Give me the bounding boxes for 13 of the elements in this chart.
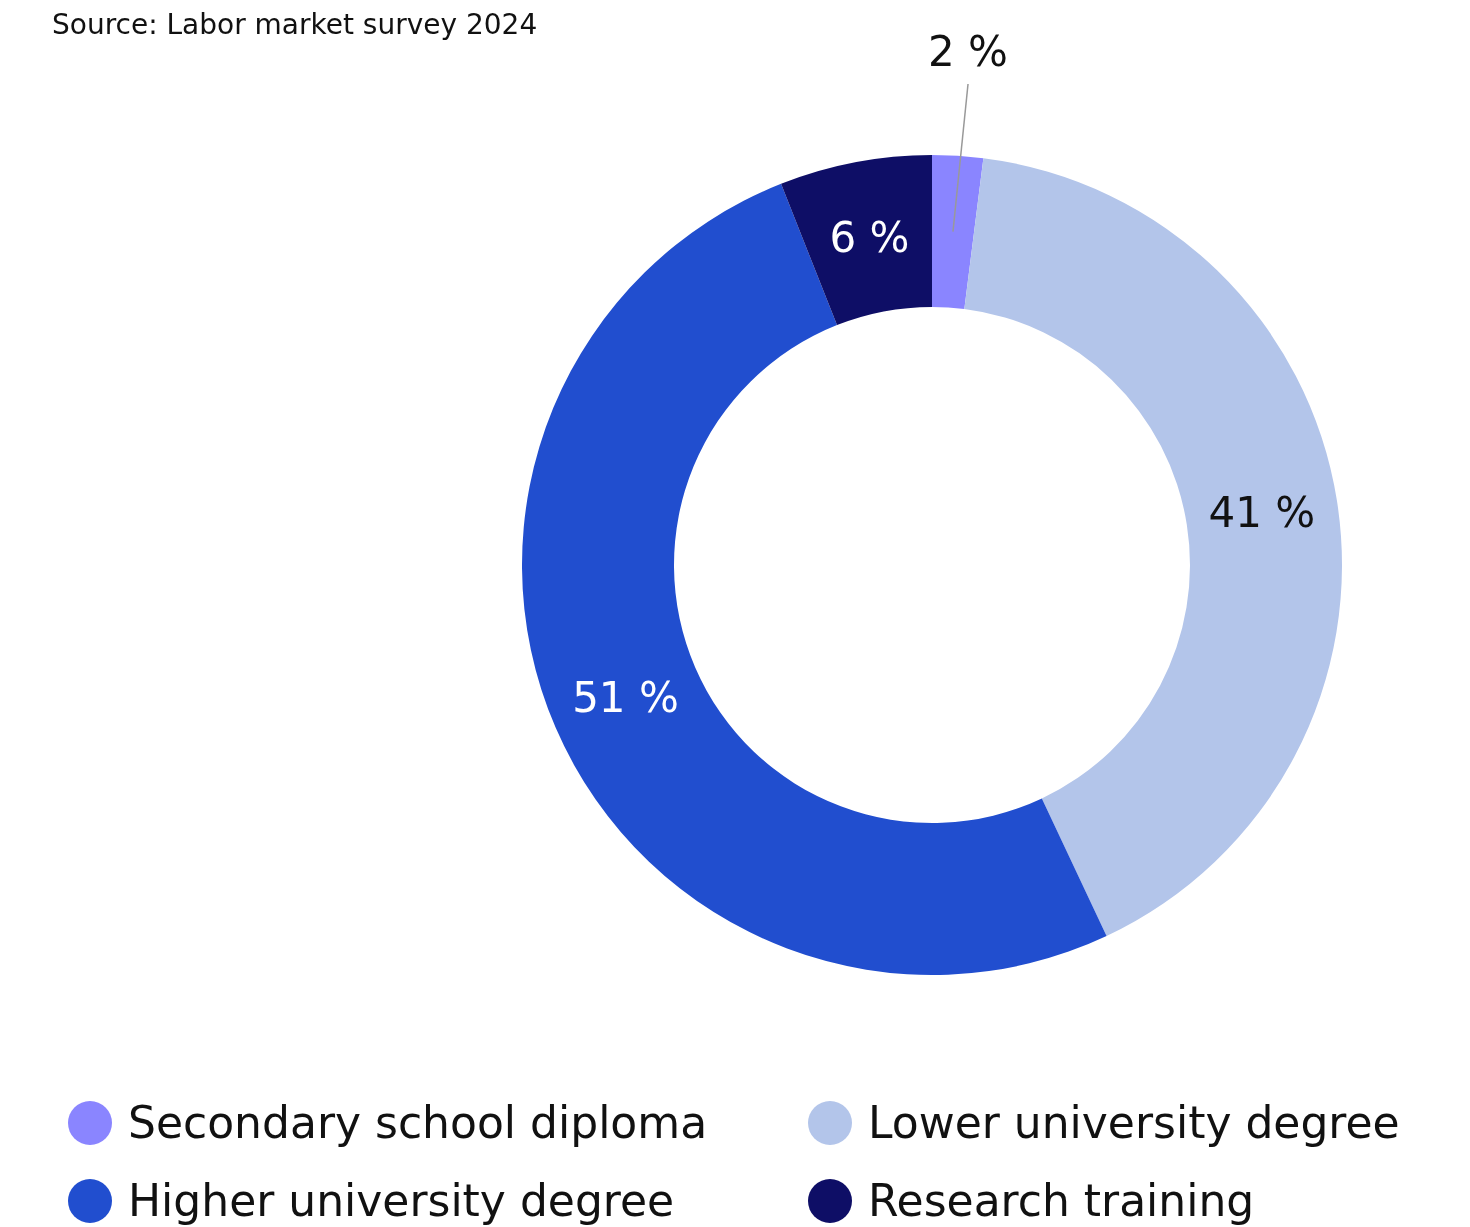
legend-label: Lower university degree [868, 1097, 1400, 1149]
donut-slice [964, 158, 1342, 936]
source-note: Source: Labor market survey 2024 [52, 8, 538, 41]
donut-slice [932, 155, 984, 310]
legend-label: Secondary school diploma [128, 1097, 708, 1149]
data-label: 51 % [572, 673, 679, 723]
donut-slice [522, 183, 1107, 975]
donut-slice [781, 155, 932, 326]
legend-label: Research training [868, 1175, 1255, 1227]
data-label: 6 % [829, 212, 910, 262]
data-label: 41 % [1208, 488, 1316, 538]
legend-label: Higher university degree [128, 1175, 675, 1227]
data-label: 2 % [928, 27, 1009, 77]
